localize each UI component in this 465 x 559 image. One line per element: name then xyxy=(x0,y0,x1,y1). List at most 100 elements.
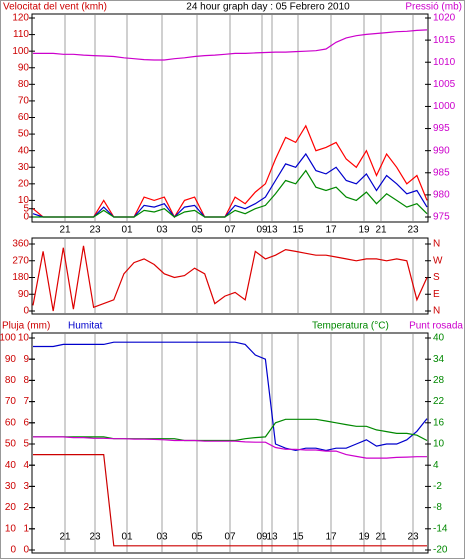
y-tick-label: 0 xyxy=(23,212,29,223)
y2-tick-label: -20 xyxy=(433,545,448,556)
y2-tick-label: N xyxy=(433,306,440,317)
x-tick-label: 15 xyxy=(292,532,304,543)
y2-tick-label: 1020 xyxy=(433,13,456,24)
x-tick-label: 13 xyxy=(266,225,278,236)
series-line xyxy=(33,169,428,218)
y2-tick-label: -14 xyxy=(433,523,448,534)
pressure-axis-label: Pressió (mb) xyxy=(405,2,462,13)
series-line xyxy=(33,454,427,547)
y2-tick-label: 1015 xyxy=(433,35,456,46)
y2-tick-label: S xyxy=(433,272,440,283)
series-line xyxy=(33,418,428,442)
y-tick-label: 70 xyxy=(18,96,30,107)
y-tick-label: 50 xyxy=(18,129,30,140)
chart-title: 24 hour graph day : 05 Febrero 2010 xyxy=(186,2,350,13)
x-tick-label: 23 xyxy=(89,225,101,236)
y-tick-label: 10 xyxy=(5,523,17,534)
y-tick-label: 90 xyxy=(18,62,30,73)
legend-temperature: Temperatura (°C) xyxy=(312,321,389,332)
y-tick-label: 20 xyxy=(18,178,30,189)
x-tick-label: 15 xyxy=(292,225,304,236)
y-tick-label: 110 xyxy=(13,29,29,40)
y-tick-label: 10 xyxy=(18,195,30,206)
y2-tick-label: E xyxy=(433,289,440,300)
y3-tick-label: 0 xyxy=(23,545,29,556)
legend-dew-point: Punt rosada xyxy=(409,321,463,332)
y-tick-label: 20 xyxy=(5,502,17,513)
y-tick-label: 120 xyxy=(12,13,29,24)
x-tick-label: 07 xyxy=(224,225,236,236)
y3-tick-label: 7 xyxy=(23,396,29,407)
y-tick-label: 60 xyxy=(5,417,17,428)
y3-tick-label: 1 xyxy=(23,523,29,534)
x-tick-label: 07 xyxy=(224,532,236,543)
y3-tick-label: 6 xyxy=(23,417,29,428)
y2-tick-label: 1000 xyxy=(433,101,456,112)
y-tick-label: 360 xyxy=(12,239,29,250)
x-tick-label: 21 xyxy=(59,532,71,543)
x-tick-label: 23 xyxy=(407,532,419,543)
y-tick-label: 90 xyxy=(18,289,30,300)
x-tick-label: 05 xyxy=(191,532,203,543)
series-line xyxy=(33,29,428,61)
y2-tick-label: 10 xyxy=(433,439,445,450)
y-tick-label: 5 xyxy=(23,203,29,214)
series-line xyxy=(33,436,427,459)
y-tick-label: 180 xyxy=(12,272,29,283)
x-tick-label: 17 xyxy=(325,532,337,543)
y-tick-label: 30 xyxy=(5,481,17,492)
y-tick-label: 50 xyxy=(5,439,17,450)
series-line xyxy=(32,245,428,312)
y3-tick-label: 3 xyxy=(23,481,29,492)
x-tick-label: 21 xyxy=(59,225,71,236)
y-tick-label: 70 xyxy=(5,396,17,407)
y-tick-label: 90 xyxy=(5,354,17,365)
y2-tick-label: 16 xyxy=(433,417,445,428)
y-tick-label: 270 xyxy=(12,255,29,266)
x-tick-label: 13 xyxy=(266,532,278,543)
y2-tick-label: 34 xyxy=(433,354,445,365)
y2-tick-label: W xyxy=(433,255,443,266)
x-tick-label: 01 xyxy=(121,532,133,543)
wind-axis-label: Velocitat del vent (kmh) xyxy=(3,2,107,13)
x-tick-label: 23 xyxy=(407,225,419,236)
x-tick-label: 23 xyxy=(89,532,101,543)
series-line xyxy=(32,152,428,218)
x-tick-label: 05 xyxy=(191,225,203,236)
y2-tick-label: 985 xyxy=(433,167,450,178)
y-tick-label: 40 xyxy=(5,460,17,471)
y2-tick-label: 28 xyxy=(433,375,445,386)
y2-tick-label: 4 xyxy=(433,460,439,471)
y3-tick-label: 5 xyxy=(23,439,29,450)
y-tick-label: 60 xyxy=(18,112,30,123)
x-tick-label: 09 xyxy=(256,225,268,236)
series-line xyxy=(32,124,428,219)
y-tick-label: 40 xyxy=(18,145,30,156)
legend-rain: Pluja (mm) xyxy=(2,321,50,332)
x-tick-label: 19 xyxy=(358,532,370,543)
x-tick-label: 21 xyxy=(375,532,387,543)
y3-tick-label: 9 xyxy=(23,354,29,365)
x-tick-label: 19 xyxy=(358,225,370,236)
series-line xyxy=(33,341,428,452)
y3-tick-label: 8 xyxy=(23,375,29,386)
y2-tick-label: 22 xyxy=(433,396,445,407)
x-tick-label: 17 xyxy=(325,225,337,236)
x-tick-label: 21 xyxy=(375,225,387,236)
legend-humidity: Humitat xyxy=(68,321,103,332)
y2-tick-label: 975 xyxy=(433,212,450,223)
y-tick-label: 80 xyxy=(5,375,17,386)
y-tick-label: 80 xyxy=(18,79,30,90)
y2-tick-label: 990 xyxy=(433,145,450,156)
y-tick-label: 100 xyxy=(12,46,29,57)
y2-tick-label: 1005 xyxy=(433,79,456,90)
y2-tick-label: 995 xyxy=(433,123,450,134)
x-tick-label: 09 xyxy=(256,532,268,543)
y-tick-label: 30 xyxy=(18,162,30,173)
y3-tick-label: 2 xyxy=(23,502,29,513)
y-tick-label: 0 xyxy=(10,545,16,556)
x-tick-label: 03 xyxy=(156,225,168,236)
y3-tick-label: 10 xyxy=(18,333,30,344)
y-tick-label: 100 xyxy=(0,333,16,344)
